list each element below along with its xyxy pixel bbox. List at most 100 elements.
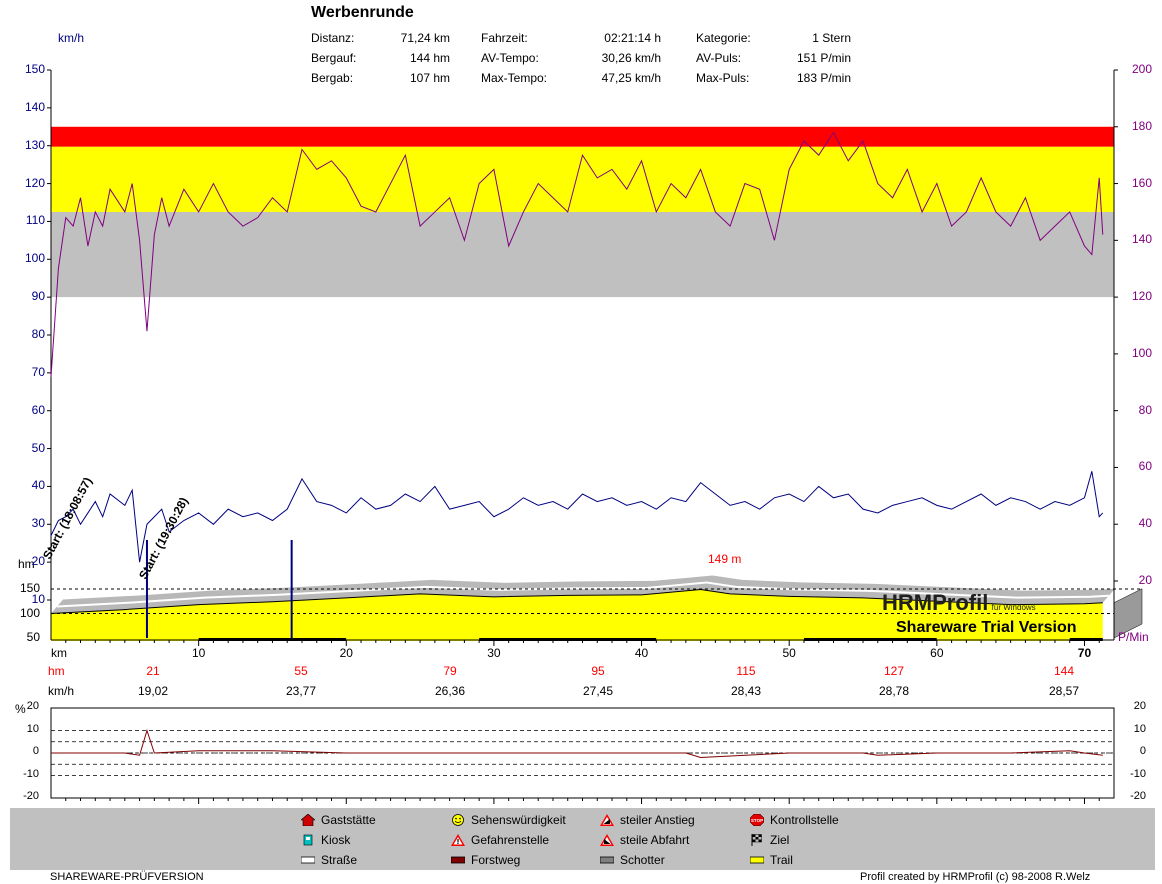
left-tick-label: 10: [31, 592, 45, 606]
grade-tick-label-left: -10: [23, 767, 39, 780]
hm-tick-label: 150: [19, 581, 40, 595]
left-tick-label: 90: [31, 289, 45, 304]
legend-label: Ziel: [770, 833, 790, 847]
hm-cell: 55: [294, 664, 308, 678]
elevation-shadow-band: [51, 575, 1115, 614]
stat-avpuls-label: AV-Puls:: [696, 51, 742, 65]
left-tick-label: 50: [31, 440, 45, 455]
logo-subtext: für Windows: [991, 603, 1036, 612]
grade-axis-unit: %: [15, 702, 26, 716]
stat-distanz-label: Distanz:: [311, 31, 355, 45]
legend-label: Gaststätte: [321, 813, 376, 827]
hr-zone-yellow: [51, 146, 1114, 212]
road-icon: [301, 856, 315, 864]
x-tick-label: 50: [782, 646, 796, 660]
legend-forstweg: Forstweg: [451, 853, 520, 867]
legend-label: Forstweg: [471, 853, 521, 867]
legend-steile-abfahrt: steile Abfahrt: [600, 833, 689, 847]
trail-icon: [750, 856, 764, 864]
legend-label: Trail: [770, 853, 793, 867]
grade-tick-label-right: -10: [1130, 767, 1146, 780]
stat-avtempo-label: AV-Tempo:: [481, 51, 539, 65]
stop-icon: STOP: [750, 814, 764, 826]
hm-axis-unit: hm: [18, 557, 35, 571]
logo-text: HRMProfil: [882, 590, 989, 615]
footer-credit: Profil created by HRMProfil (c) 98-2008 …: [860, 871, 1091, 883]
stat-kategorie-value: 1 Stern: [812, 31, 851, 45]
chart-title: Werbenrunde: [311, 4, 414, 21]
hm-cell: 115: [736, 664, 756, 678]
hm-row-label: hm: [48, 664, 65, 678]
smiley-icon: [452, 814, 464, 826]
left-tick-label: 100: [24, 251, 45, 266]
hm-cell: 144: [1053, 664, 1075, 678]
legend-label: Kontrollstelle: [770, 813, 839, 827]
stat-bergab-value: 107 hm: [409, 71, 450, 85]
x-tick-label: 40: [634, 646, 649, 660]
hrmprofil-logo: HRMProfil für Windows: [882, 590, 1036, 616]
x-tick-label: 60: [930, 646, 944, 660]
legend-kontrollstelle: STOP Kontrollstelle: [750, 813, 839, 827]
left-tick-label: 60: [31, 402, 45, 417]
legend-kiosk: Kiosk: [301, 833, 350, 847]
stat-fahrzeit-label: Fahrzeit:: [481, 31, 528, 45]
grade-tick-label-left: 0: [32, 745, 39, 757]
hm-cell: 95: [591, 664, 605, 678]
x-tick-label: 10: [191, 646, 206, 660]
legend-label: Straße: [321, 853, 358, 867]
steep-climb-icon: [600, 814, 614, 826]
x-tick-label: 30: [487, 646, 501, 660]
elevation-line: [50, 588, 1103, 614]
kmh-cell: 26,36: [434, 684, 466, 698]
finish-flag-icon: [751, 834, 762, 846]
heart-rate-line: [50, 131, 1104, 377]
right-tick-label: 180: [1131, 118, 1152, 133]
right-tick-label: 60: [1138, 459, 1152, 474]
forest-road-icon: [451, 856, 465, 864]
legend-schotter: Schotter: [600, 853, 665, 867]
kmh-row-label: km/h: [48, 684, 75, 698]
kmh-cell: 28,57: [1048, 684, 1080, 698]
steep-descent-icon: [600, 834, 614, 846]
hm-tick-label: 50: [26, 630, 40, 644]
kmh-cell: 23,77: [285, 684, 317, 698]
legend-steiler-anstieg: steiler Anstieg: [600, 813, 695, 827]
stat-avpuls-value: 151 P/min: [796, 51, 851, 65]
warning-icon: [451, 834, 465, 846]
stat-maxtempo-label: Max-Tempo:: [481, 71, 548, 85]
left-tick-label: 40: [31, 478, 45, 493]
legend-label: Sehenswürdigkeit: [471, 813, 566, 827]
kmh-cell: 28,43: [730, 684, 762, 698]
legend-label: steile Abfahrt: [620, 833, 690, 847]
hr-zone-red: [51, 126, 1114, 147]
hm-cell: 21: [146, 664, 160, 678]
left-tick-label: 140: [24, 99, 45, 114]
grade-line: [51, 728, 1103, 759]
x-axis-unit: km: [51, 646, 67, 660]
grade-x-ticks: [65, 798, 1100, 804]
footer-shareware: SHAREWARE-PRÜFVERSION: [50, 871, 204, 883]
stat-maxtempo-value: 47,25 km/h: [601, 71, 661, 85]
right-tick-label: 120: [1131, 289, 1152, 304]
legend-label: steiler Anstieg: [620, 813, 695, 827]
right-tick-label: 100: [1131, 345, 1152, 360]
legend-gefahrenstelle: Gefahrenstelle: [451, 833, 549, 847]
left-tick-label: 30: [31, 516, 45, 531]
grade-tick-label-right: 0: [1139, 745, 1146, 757]
legend-sehenswuerdigkeit: Sehenswürdigkeit: [451, 813, 566, 827]
legend-panel: Gaststätte Kiosk Straße Sehenswürdigkeit…: [10, 808, 1155, 870]
kmh-cell: 28,78: [878, 684, 910, 698]
right-axis-unit: P/Min: [1118, 630, 1149, 644]
grade-tick-label-right: -20: [1130, 790, 1146, 802]
left-tick-label: 150: [24, 62, 45, 76]
legend-gaststaette: Gaststätte: [301, 813, 376, 827]
grade-tick-label-right: 10: [1133, 722, 1146, 735]
legend-label: Schotter: [620, 853, 665, 867]
stat-avtempo-value: 30,26 km/h: [601, 51, 661, 65]
legend-ziel: Ziel: [750, 833, 789, 847]
legend-trail: Trail: [750, 853, 793, 867]
right-ticks: [1114, 69, 1118, 582]
x-ticks: [65, 640, 1100, 646]
grade-tick-label-left: 20: [26, 700, 39, 712]
